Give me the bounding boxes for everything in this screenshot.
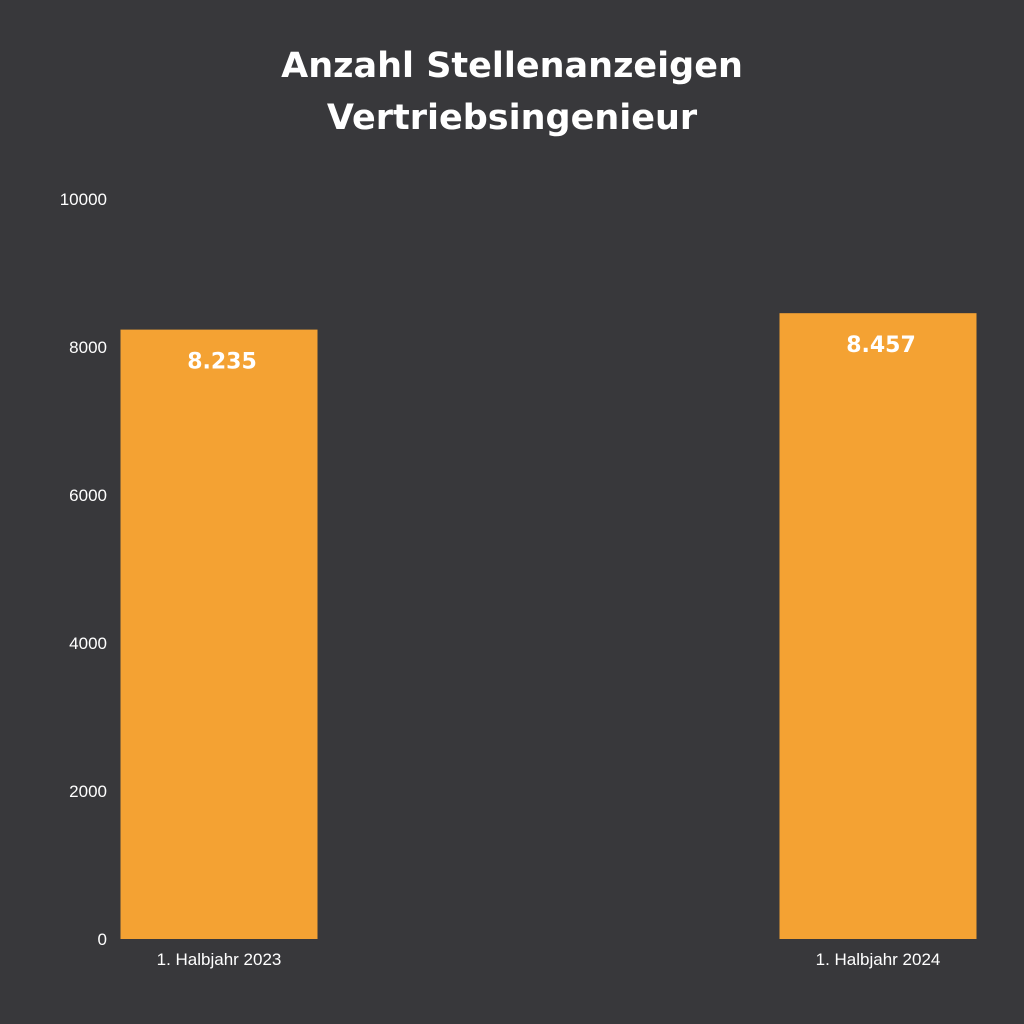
chart-title-line-2: Vertriebsingenieur: [326, 98, 698, 138]
bar: [779, 313, 977, 939]
y-tick-label: 10000: [60, 190, 107, 209]
bars: 8.235 8.457: [120, 313, 977, 939]
x-axis-labels: 1. Halbjahr 2023 1. Halbjahr 2024: [157, 950, 941, 969]
y-tick-label: 8000: [69, 338, 107, 357]
y-tick-label: 2000: [69, 782, 107, 801]
x-category-label: 1. Halbjahr 2023: [157, 950, 282, 969]
y-tick-label: 6000: [69, 486, 107, 505]
y-tick-label: 4000: [69, 634, 107, 653]
x-category-label: 1. Halbjahr 2024: [816, 950, 941, 969]
bar-value-label: 8.457: [846, 333, 916, 358]
bar: [120, 329, 318, 939]
chart-title: Anzahl Stellenanzeigen Vertriebsingenieu…: [0, 40, 1024, 144]
bar-value-label: 8.235: [187, 350, 257, 375]
chart-title-line-1: Anzahl Stellenanzeigen: [281, 46, 743, 86]
y-tick-label: 0: [98, 930, 107, 949]
y-axis-ticks: 0 2000 4000 6000 8000 10000: [60, 190, 107, 949]
